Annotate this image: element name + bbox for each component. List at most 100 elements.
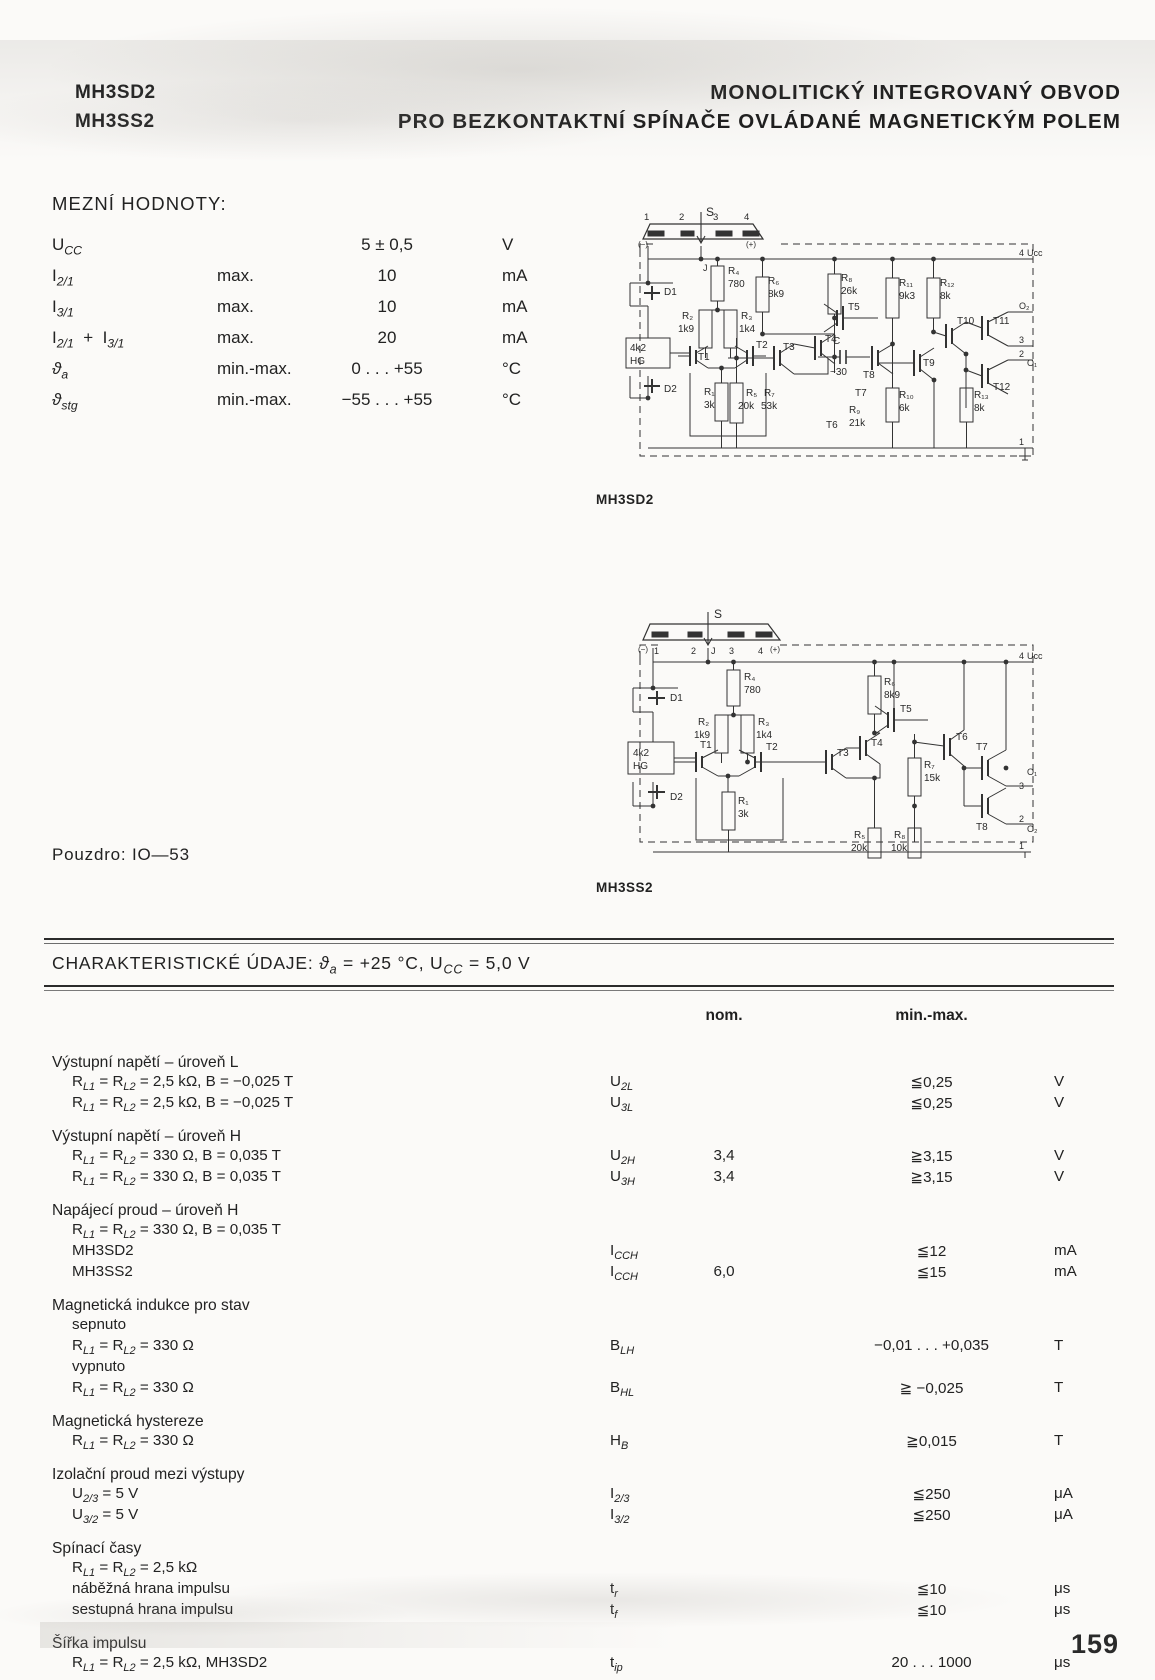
transistor-t4: T4: [871, 738, 883, 749]
resistor-r9-value: 21k: [849, 418, 866, 429]
characteristics-subcondition-row: RL1 = RL2 = 2,5 kΩ: [44, 1559, 1114, 1580]
row-condition: RL1 = RL2 = 2,5 kΩ, MH3SD2: [72, 1653, 268, 1674]
row-condition: RL1 = RL2 = 330 Ω, B = 0,035 T: [72, 1167, 281, 1188]
resistor-r12-value: 8k: [940, 291, 952, 302]
transistor-t5: T5: [848, 302, 860, 313]
schematic-mh3ss2: 1 2 3 4 S J (−) (+) 4k2 HG D1 D2 R₄ 780 …: [578, 570, 1048, 860]
group-title: Magnetická hystereze: [52, 1412, 204, 1430]
title-line-1: MONOLITICKÝ INTEGROVANÝ OBVOD: [710, 81, 1121, 104]
limits-symbol: I2/1 + I3/1: [52, 328, 125, 351]
characteristics-row: U3/2 = 5 V I3/2 ≦250 μA: [44, 1506, 1114, 1527]
schematic-caption-mh3ss2: MH3SS2: [596, 880, 654, 895]
row-minmax: ≦0,25: [910, 1073, 953, 1091]
group-title: Izolační proud mezi výstupy: [52, 1465, 245, 1483]
row-condition: sestupná hrana impulsu: [72, 1600, 234, 1618]
characteristics-row: MH3SS2 ICCH 6,0 ≦15 mA: [44, 1263, 1114, 1284]
schematic-mh3sd2: 1 2 3 4 S J (−) (+) 4k2 HG D1 D2 R₄ 780 …: [578, 198, 1048, 473]
diode-label-d2: D2: [664, 384, 677, 395]
capacitor-c-name: C: [833, 336, 840, 347]
transistor-t7: T7: [976, 742, 988, 753]
limits-symbol: ϑstg: [52, 390, 78, 413]
row-condition: U3/2 = 5 V: [72, 1505, 139, 1526]
group-title: Výstupní napětí – úroveň H: [52, 1127, 241, 1145]
diode-label-d1: D1: [670, 693, 683, 704]
characteristics-row: RL1 = RL2 = 330 Ω, B = 0,035 T U2H 3,4 ≧…: [44, 1147, 1114, 1168]
resistor-r6-name: R₆: [884, 677, 895, 688]
resistor-r6-name: R₆: [768, 276, 779, 287]
hall-label-4k2: 4k2: [633, 748, 650, 759]
capacitor-c-value: ~30: [830, 367, 847, 378]
resistor-r6-value: 8k9: [768, 289, 785, 300]
limits-section: MEZNÍ HODNOTY: UCC 5 ± 0,5 V I2/1 max. 1…: [52, 193, 572, 421]
row-symbol: tr: [610, 1579, 618, 1600]
resistor-r1-value: 3k: [738, 809, 750, 820]
limits-condition: min.-max.: [217, 390, 292, 409]
transistor-t8: T8: [863, 370, 875, 381]
transistor-t3: T3: [837, 748, 849, 759]
row-minmax: ≦10: [916, 1580, 947, 1598]
row-minmax: ≧3,15: [910, 1147, 953, 1165]
rule-top: [44, 938, 1114, 944]
resistor-r4-name: R₄: [728, 266, 739, 277]
pin-polarity-minus: (−): [638, 645, 648, 654]
page-title: MONOLITICKÝ INTEGROVANÝ OBVOD PRO BEZKON…: [398, 78, 1121, 136]
row-symbol: HB: [610, 1431, 629, 1452]
characteristics-state-label: vypnuto: [44, 1358, 1114, 1379]
resistor-r3-value: 1k4: [756, 730, 773, 741]
characteristics-row: RL1 = RL2 = 330 Ω BHL ≧ −0,025 T: [44, 1379, 1114, 1400]
right-pin-ucc: Ucc: [1027, 651, 1043, 661]
right-pin-2: 2: [1019, 814, 1024, 824]
characteristics-group: Šířka impulsu RL1 = RL2 = 2,5 kΩ, MH3SD2…: [44, 1633, 1114, 1675]
pin-number-2: 2: [691, 646, 696, 656]
row-minmax: ≦250: [912, 1485, 951, 1503]
limits-condition: max.: [217, 297, 254, 316]
limits-value: −55 . . . +55: [341, 390, 433, 409]
characteristics-row: RL1 = RL2 = 2,5 kΩ, MH3SD2 tip 20 . . . …: [44, 1654, 1114, 1675]
resistor-r4-value: 780: [744, 685, 761, 696]
transistor-t4: T4: [825, 334, 837, 345]
row-symbol: U3L: [610, 1093, 634, 1114]
limits-value: 10: [377, 297, 397, 316]
row-minmax: ≧3,15: [910, 1168, 953, 1186]
resistor-r3-name: R₃: [758, 717, 769, 728]
transistor-t2: T2: [766, 742, 778, 753]
transistor-t10: T10: [957, 316, 975, 327]
limits-row: ϑa min.-max. 0 . . . +55 °C: [52, 359, 572, 390]
resistor-r11-value: 9k3: [899, 291, 916, 302]
limits-unit: V: [502, 235, 514, 254]
limits-unit: °C: [502, 359, 522, 378]
row-symbol: U3H: [610, 1167, 635, 1188]
right-pin-ucc: Ucc: [1027, 248, 1043, 258]
title-line-2: PRO BEZKONTAKTNÍ SPÍNAČE OVLÁDANÉ MAGNET…: [397, 110, 1121, 133]
package-label: Pouzdro: IO—53: [52, 845, 190, 864]
row-minmax: ≦0,25: [910, 1094, 953, 1112]
row-unit: V: [1054, 1072, 1065, 1090]
characteristics-group: Izolační proud mezi výstupy U2/3 = 5 V I…: [44, 1464, 1114, 1527]
characteristics-group: Magnetická hystereze RL1 = RL2 = 330 Ω H…: [44, 1411, 1114, 1453]
group-title: Spínací časy: [52, 1539, 142, 1557]
pin-number-4: 4: [744, 212, 749, 223]
characteristics-row: MH3SD2 ICCH ≦12 mA: [44, 1242, 1114, 1263]
resistor-r11-name: R₁₁: [899, 278, 914, 289]
row-symbol: U2L: [610, 1072, 634, 1093]
resistor-r7-value: 53k: [761, 401, 778, 412]
resistor-r1-value: 3k: [704, 400, 716, 411]
row-unit: μA: [1054, 1505, 1073, 1523]
row-condition: MH3SS2: [72, 1262, 133, 1280]
limits-symbol: I2/1: [52, 266, 74, 289]
row-unit: μs: [1054, 1600, 1071, 1618]
resistor-r5-name: R₅: [746, 388, 757, 399]
characteristics-row: náběžná hrana impulsu tr ≦10 μs: [44, 1580, 1114, 1601]
row-nom: 6,0: [713, 1262, 735, 1280]
limits-row: UCC 5 ± 0,5 V: [52, 235, 572, 266]
resistor-r9-name: R₉: [849, 405, 860, 416]
junction-label-j: J: [703, 263, 708, 273]
diode-label-d2: D2: [670, 792, 683, 803]
limits-symbol: UCC: [52, 235, 82, 258]
characteristics-group: Spínací časy RL1 = RL2 = 2,5 kΩ náběžná …: [44, 1538, 1114, 1622]
row-symbol: U2H: [610, 1146, 635, 1167]
characteristics-row: RL1 = RL2 = 330 Ω HB ≧0,015 T: [44, 1432, 1114, 1453]
row-condition: MH3SD2: [72, 1241, 134, 1259]
hall-label-4k2: 4k2: [630, 343, 647, 354]
row-minmax: −0,01 . . . +0,035: [874, 1336, 989, 1354]
